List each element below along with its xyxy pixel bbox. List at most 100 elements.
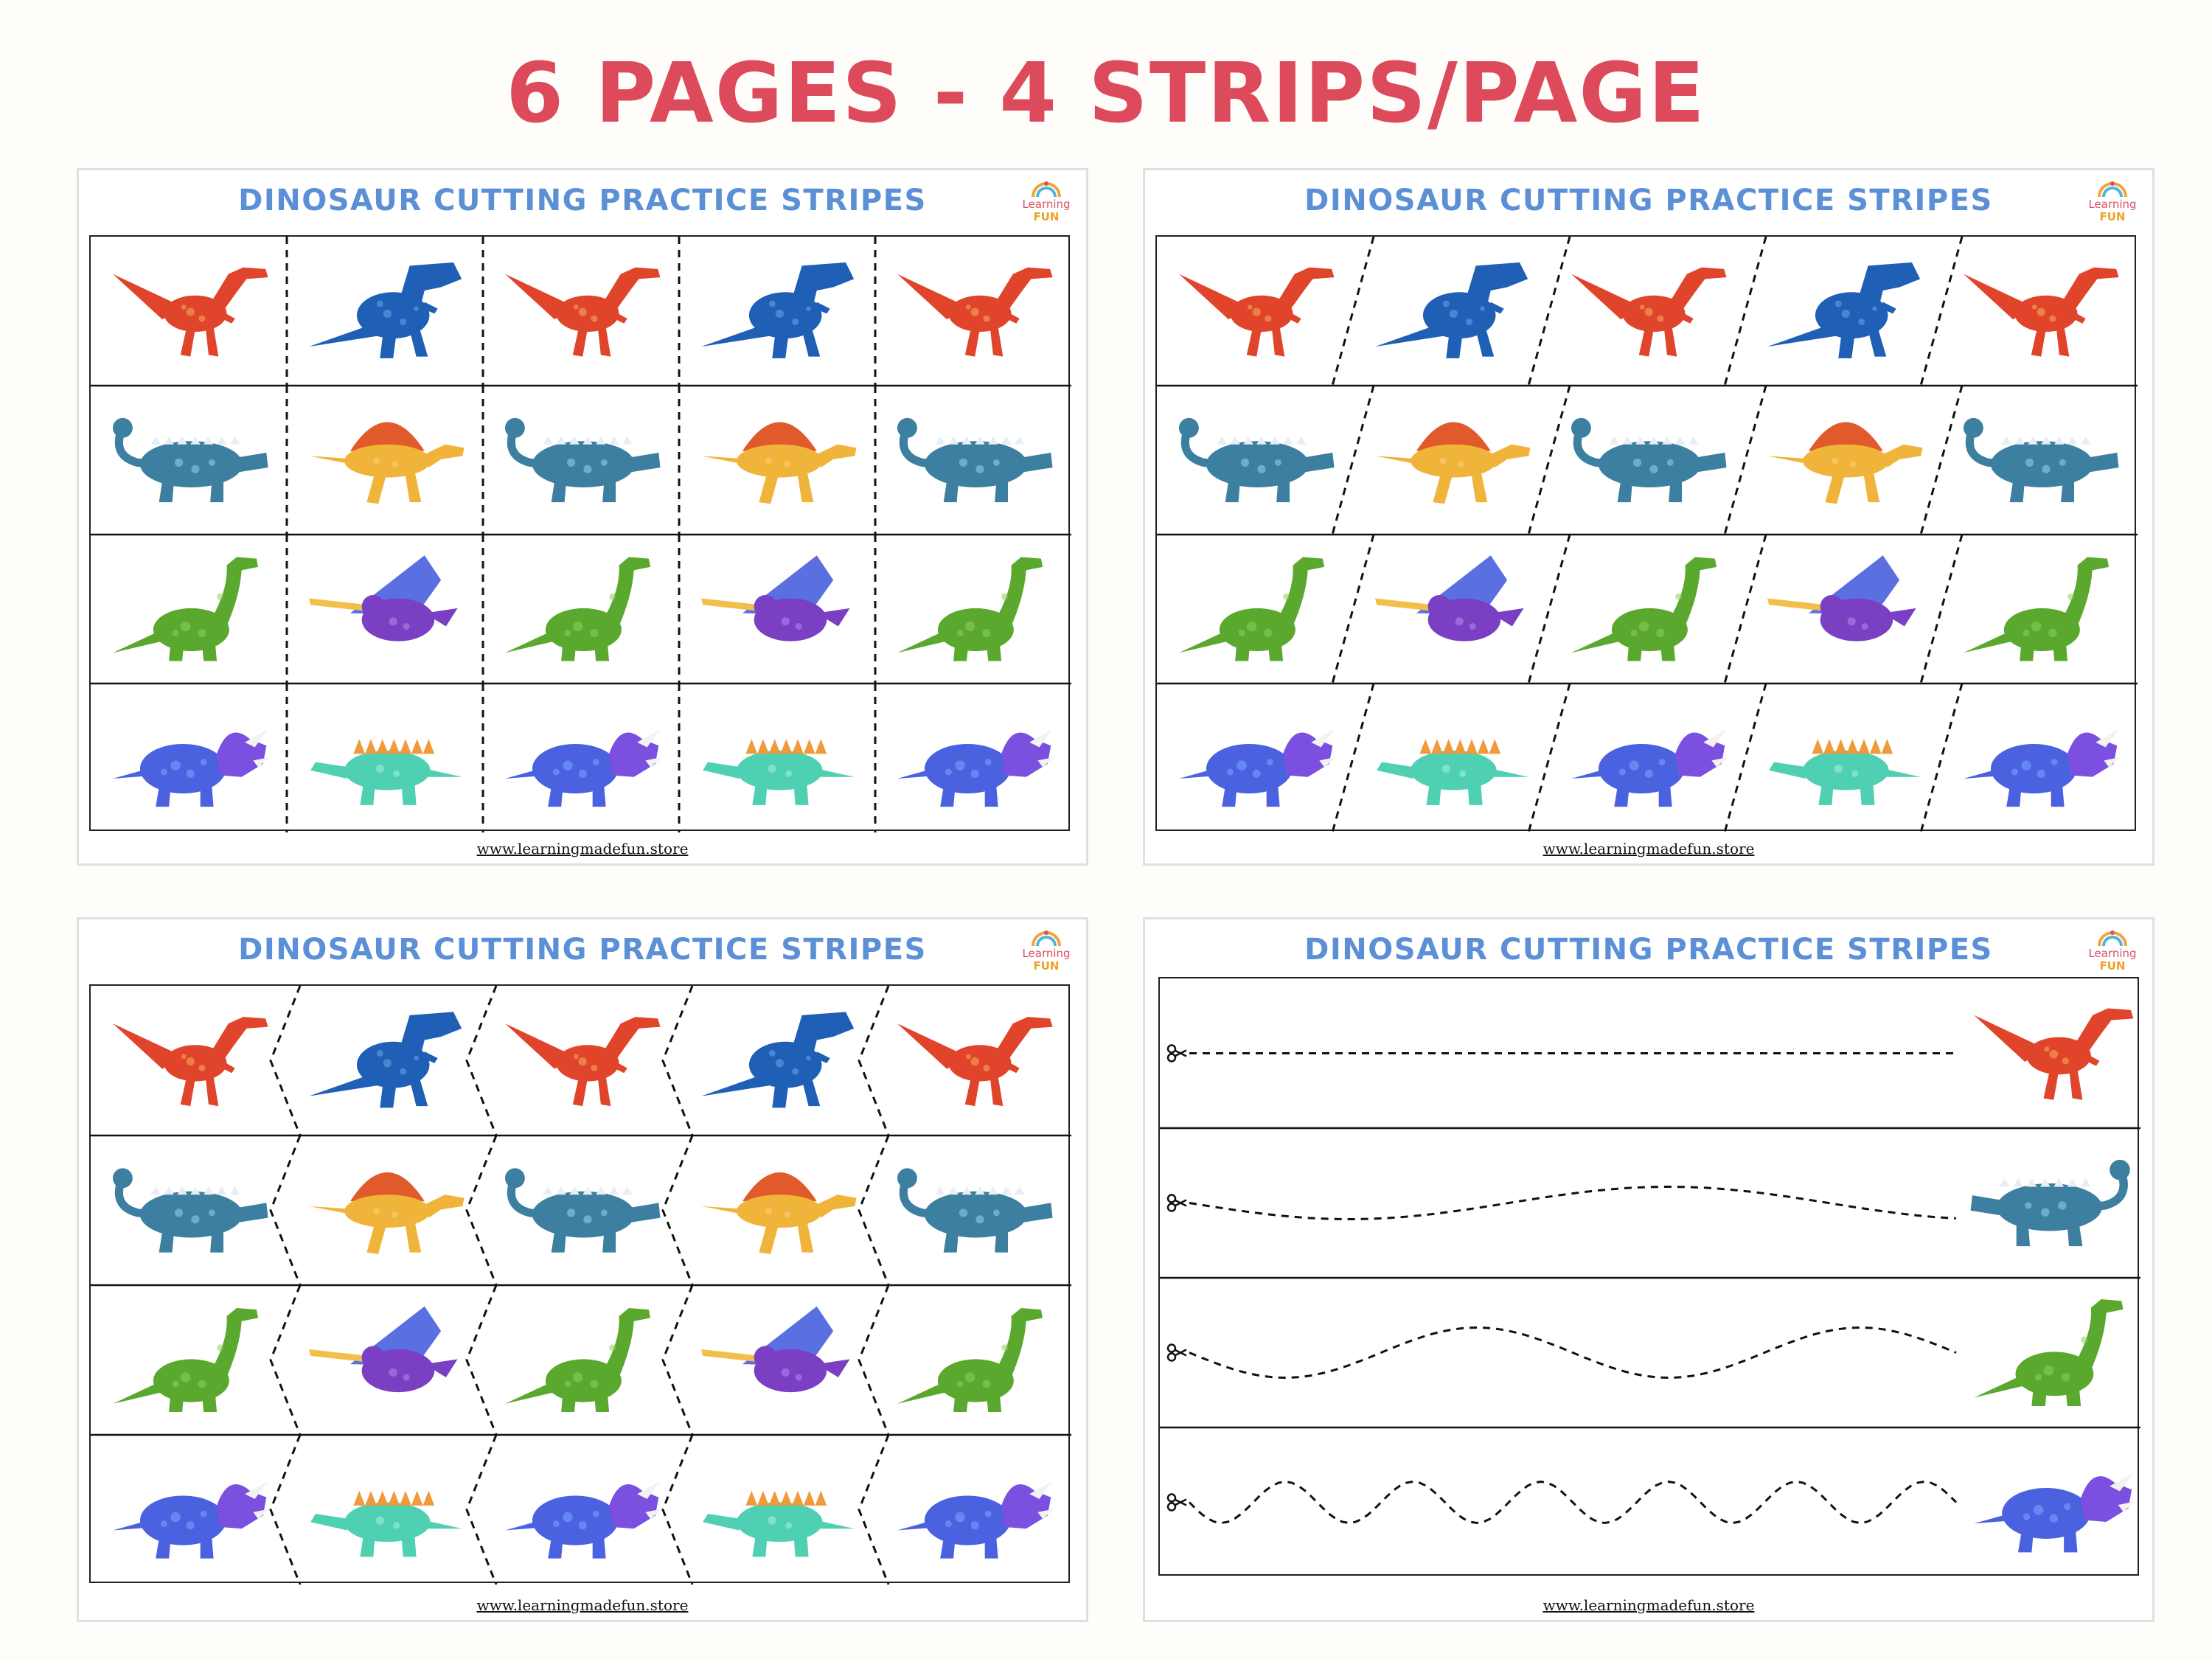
- rainbow-icon: [2098, 181, 2127, 198]
- logo-text-fun: FUN: [1033, 959, 1060, 973]
- triceratops-illustration: [1963, 728, 2121, 807]
- logo-text-fun: FUN: [2099, 959, 2126, 973]
- triceratops-illustration: [897, 728, 1054, 807]
- pterodactyl-illustration: [700, 1306, 850, 1393]
- pterodactyl-illustration: [1767, 555, 1916, 641]
- worksheet-line-tracing: DINOSAUR CUTTING PRACTICE STRIPES Learni…: [1143, 917, 2154, 1622]
- pterodactyl-illustration: [308, 1306, 458, 1393]
- cut-line: [1723, 237, 1767, 386]
- velociraptor-illustration: [1963, 267, 2119, 357]
- t-rex-illustration: [700, 1012, 855, 1108]
- logo-text-fun: FUN: [2099, 210, 2126, 223]
- logo-text-learning: Learning: [2088, 947, 2137, 960]
- scissors-icon: [1166, 1194, 1187, 1212]
- brachiosaurus-illustration: [1974, 1299, 2124, 1406]
- cut-line: [1331, 237, 1375, 386]
- ankylosaurus-illustration: [1178, 417, 1335, 503]
- cut-line: [661, 1284, 694, 1436]
- ankylosaurus-illustration: [112, 1168, 268, 1253]
- cut-line: [1527, 683, 1571, 832]
- tracing-lines: [1160, 1008, 2140, 1553]
- cut-line: [661, 1434, 694, 1585]
- tracing-grid: [1158, 977, 2140, 1576]
- site-logo: Learning FUN: [2083, 928, 2142, 981]
- cut-line: [1331, 534, 1375, 684]
- brachiosaurus-illustration: [1963, 557, 2110, 661]
- scissors-icon: [1166, 1493, 1187, 1512]
- triceratops-illustration: [112, 1481, 270, 1559]
- cut-line: [1919, 683, 1964, 832]
- cut-line: [858, 1135, 890, 1286]
- brachiosaurus-illustration: [1178, 557, 1325, 661]
- brachiosaurus-illustration: [504, 557, 651, 661]
- velociraptor-illustration: [897, 1017, 1053, 1107]
- cut-line: [858, 1284, 890, 1436]
- spinosaurus-illustration: [700, 422, 857, 504]
- tracing-line: [1189, 1186, 1957, 1220]
- stegosaurus-illustration: [703, 739, 855, 805]
- stegosaurus-illustration: [703, 1490, 855, 1557]
- tracing-line: [1188, 1480, 1958, 1525]
- velociraptor-illustration: [112, 267, 268, 357]
- cut-line: [1919, 534, 1964, 684]
- t-rex-illustration: [1374, 262, 1528, 358]
- ankylosaurus-illustration: [112, 417, 268, 503]
- sheet-title: DINOSAUR CUTTING PRACTICE STRIPES: [238, 933, 927, 967]
- triceratops-illustration: [504, 1481, 662, 1559]
- logo-text-fun: FUN: [1033, 210, 1060, 223]
- t-rex-illustration: [308, 1012, 462, 1108]
- cut-line: [1331, 683, 1375, 832]
- tracing-line: [1189, 1326, 1957, 1380]
- sheet-title: DINOSAUR CUTTING PRACTICE STRIPES: [1304, 933, 1993, 967]
- triceratops-illustration: [504, 728, 662, 807]
- stegosaurus-illustration: [1769, 739, 1921, 805]
- triceratops-illustration: [1178, 728, 1336, 807]
- triceratops-illustration: [112, 728, 270, 807]
- cut-line: [661, 1135, 694, 1286]
- triceratops-illustration: [1571, 728, 1728, 807]
- brachiosaurus-illustration: [1571, 557, 1717, 661]
- cut-line: [661, 986, 694, 1136]
- velociraptor-illustration: [1178, 267, 1335, 357]
- cut-line: [1331, 385, 1375, 535]
- site-logo: Learning FUN: [1017, 928, 1076, 981]
- velociraptor-illustration: [112, 1017, 268, 1107]
- cut-line: [1723, 534, 1767, 684]
- cut-line: [269, 986, 302, 1136]
- cut-line: [1527, 237, 1571, 386]
- logo-text-learning: Learning: [1022, 198, 1071, 211]
- brachiosaurus-illustration: [897, 557, 1043, 661]
- brachiosaurus-illustration: [112, 557, 259, 661]
- dino-grid: [1155, 235, 2138, 832]
- cut-line: [1723, 683, 1767, 832]
- website-footer: www.learningmadefun.store: [1543, 840, 1755, 858]
- ankylosaurus-illustration: [897, 1168, 1053, 1253]
- stegosaurus-illustration: [1377, 739, 1529, 805]
- spinosaurus-illustration: [308, 1172, 465, 1254]
- stegosaurus-illustration: [310, 739, 463, 805]
- cut-line: [858, 986, 890, 1136]
- worksheet-zigzag: DINOSAUR CUTTING PRACTICE STRIPES Learni…: [77, 917, 1088, 1622]
- dino-grid: [89, 984, 1071, 1585]
- ankylosaurus-illustration: [1970, 1159, 2130, 1247]
- sheet-title: DINOSAUR CUTTING PRACTICE STRIPES: [238, 184, 927, 218]
- ankylosaurus-illustration: [1963, 417, 2119, 503]
- cut-line: [465, 1434, 498, 1585]
- logo-text-learning: Learning: [2088, 198, 2137, 211]
- cut-line: [858, 1434, 890, 1585]
- cut-line: [269, 1284, 302, 1436]
- velociraptor-illustration: [504, 267, 661, 357]
- t-rex-illustration: [700, 262, 855, 358]
- site-logo: Learning FUN: [1017, 179, 1076, 232]
- worksheet-diagonal: DINOSAUR CUTTING PRACTICE STRIPES Learni…: [1143, 168, 2154, 866]
- brachiosaurus-illustration: [504, 1307, 651, 1413]
- dino-grid: [89, 235, 1071, 832]
- cut-line: [465, 1284, 498, 1436]
- t-rex-illustration: [1767, 262, 1921, 358]
- velociraptor-illustration: [1571, 267, 1727, 357]
- ankylosaurus-illustration: [1571, 417, 1727, 503]
- cut-line: [1919, 385, 1964, 535]
- logo-text-learning: Learning: [1022, 947, 1071, 960]
- pterodactyl-illustration: [1374, 555, 1524, 641]
- spinosaurus-illustration: [1767, 422, 1923, 504]
